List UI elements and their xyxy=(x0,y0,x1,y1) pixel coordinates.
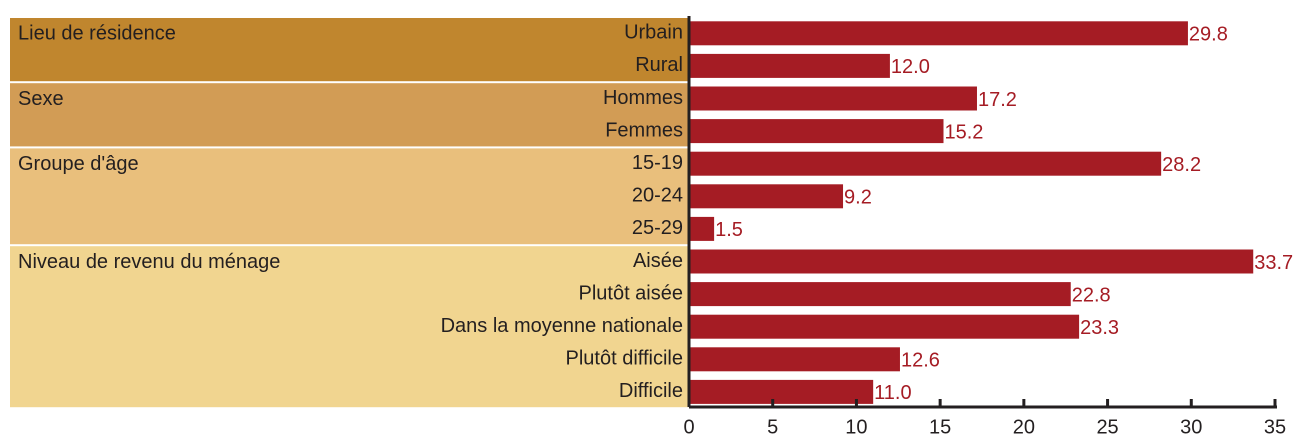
group-band xyxy=(10,148,689,245)
category-label: Plutôt aisée xyxy=(578,282,683,304)
value-label: 28.2 xyxy=(1162,154,1201,176)
group-label: Lieu de résidence xyxy=(18,23,176,45)
bar xyxy=(689,21,1188,46)
category-label: Urbain xyxy=(624,22,683,44)
value-label: 33.7 xyxy=(1254,252,1293,274)
bar xyxy=(689,53,890,78)
value-label: 29.8 xyxy=(1189,24,1228,46)
bar xyxy=(689,249,1254,274)
value-label: 17.2 xyxy=(978,89,1017,111)
value-label: 23.3 xyxy=(1080,317,1119,339)
bar xyxy=(689,119,944,144)
bar xyxy=(689,184,844,209)
bar xyxy=(689,216,715,241)
x-tick-label: 25 xyxy=(1096,416,1118,438)
group-label: Niveau de revenu du ménage xyxy=(18,251,280,273)
group-band xyxy=(10,18,689,82)
value-label: 11.0 xyxy=(874,382,911,404)
category-label: Rural xyxy=(635,54,683,76)
x-tick-label: 10 xyxy=(845,416,867,438)
value-label: 12.6 xyxy=(901,350,940,372)
category-label: 20-24 xyxy=(632,185,683,207)
value-label: 1.5 xyxy=(715,219,743,241)
x-tick-label: 30 xyxy=(1180,416,1202,438)
x-tick-label: 35 xyxy=(1264,416,1286,438)
category-label: Difficile xyxy=(619,380,683,402)
x-tick-label: 20 xyxy=(1013,416,1035,438)
bar xyxy=(689,151,1162,176)
group-label: Sexe xyxy=(18,88,64,110)
category-label: Aisée xyxy=(633,250,683,272)
value-label: 12.0 xyxy=(891,56,930,78)
category-label: 15-19 xyxy=(632,152,683,174)
category-label: Hommes xyxy=(603,87,683,109)
bar xyxy=(689,282,1071,307)
bar xyxy=(689,379,874,404)
category-label: Plutôt difficile xyxy=(566,348,683,370)
category-label: Femmes xyxy=(605,119,683,141)
bar xyxy=(689,314,1080,339)
bar xyxy=(689,86,977,111)
category-label: 25-29 xyxy=(632,217,683,239)
group-band xyxy=(10,246,689,408)
x-tick-label: 0 xyxy=(683,416,694,438)
group-label: Groupe d'âge xyxy=(18,153,139,175)
bar xyxy=(689,347,900,372)
group-band xyxy=(10,83,689,147)
category-label: Dans la moyenne nationale xyxy=(441,315,683,337)
value-label: 15.2 xyxy=(944,121,983,143)
x-tick-label: 15 xyxy=(929,416,951,438)
value-label: 9.2 xyxy=(844,187,872,209)
x-tick-label: 5 xyxy=(767,416,778,438)
value-label: 22.8 xyxy=(1072,284,1111,306)
